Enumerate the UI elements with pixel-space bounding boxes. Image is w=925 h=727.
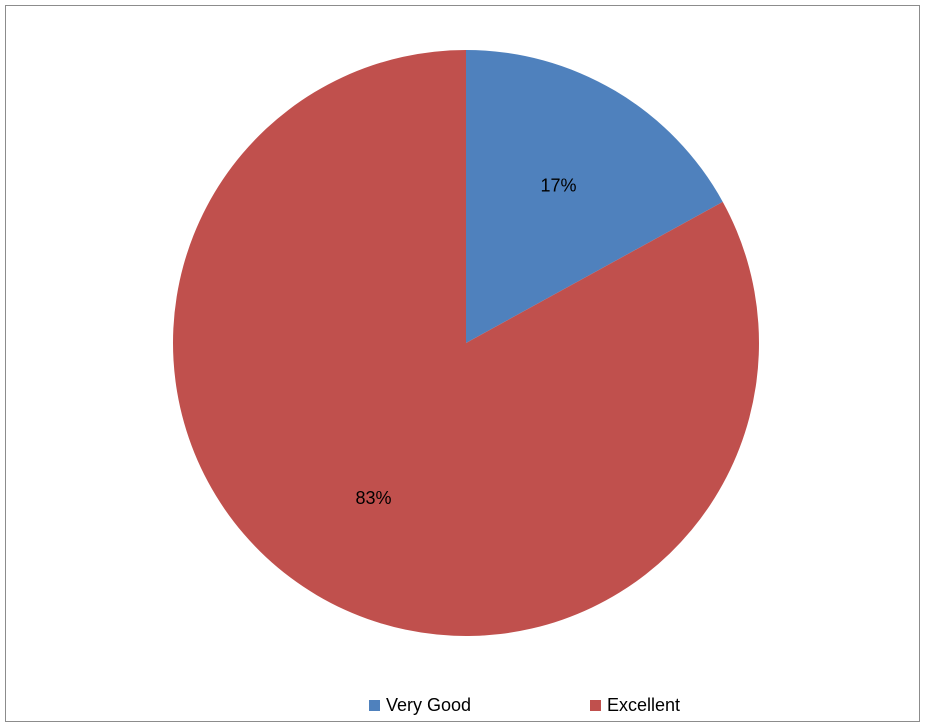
data-label-excellent: 83%	[356, 488, 392, 508]
pie-slice-very-good	[466, 50, 723, 343]
legend-item-excellent: Excellent	[590, 693, 680, 717]
pie-slices	[172, 50, 759, 636]
legend-swatch-excellent	[590, 699, 601, 711]
pie-slice-excellent	[172, 50, 759, 636]
legend: Very Good Excellent	[6, 693, 919, 717]
pie-chart: 17% 83%	[172, 50, 759, 636]
legend-item-very-good: Very Good	[369, 693, 471, 717]
legend-label-very-good: Very Good	[386, 695, 472, 715]
data-label-very-good: 17%	[540, 175, 576, 195]
legend-label-excellent: Excellent	[607, 695, 681, 715]
pie-data-labels: 17% 83%	[356, 175, 577, 508]
chart-area: 17% 83% Very Good Excellent	[5, 5, 920, 722]
legend-swatch-very-good	[369, 699, 380, 711]
